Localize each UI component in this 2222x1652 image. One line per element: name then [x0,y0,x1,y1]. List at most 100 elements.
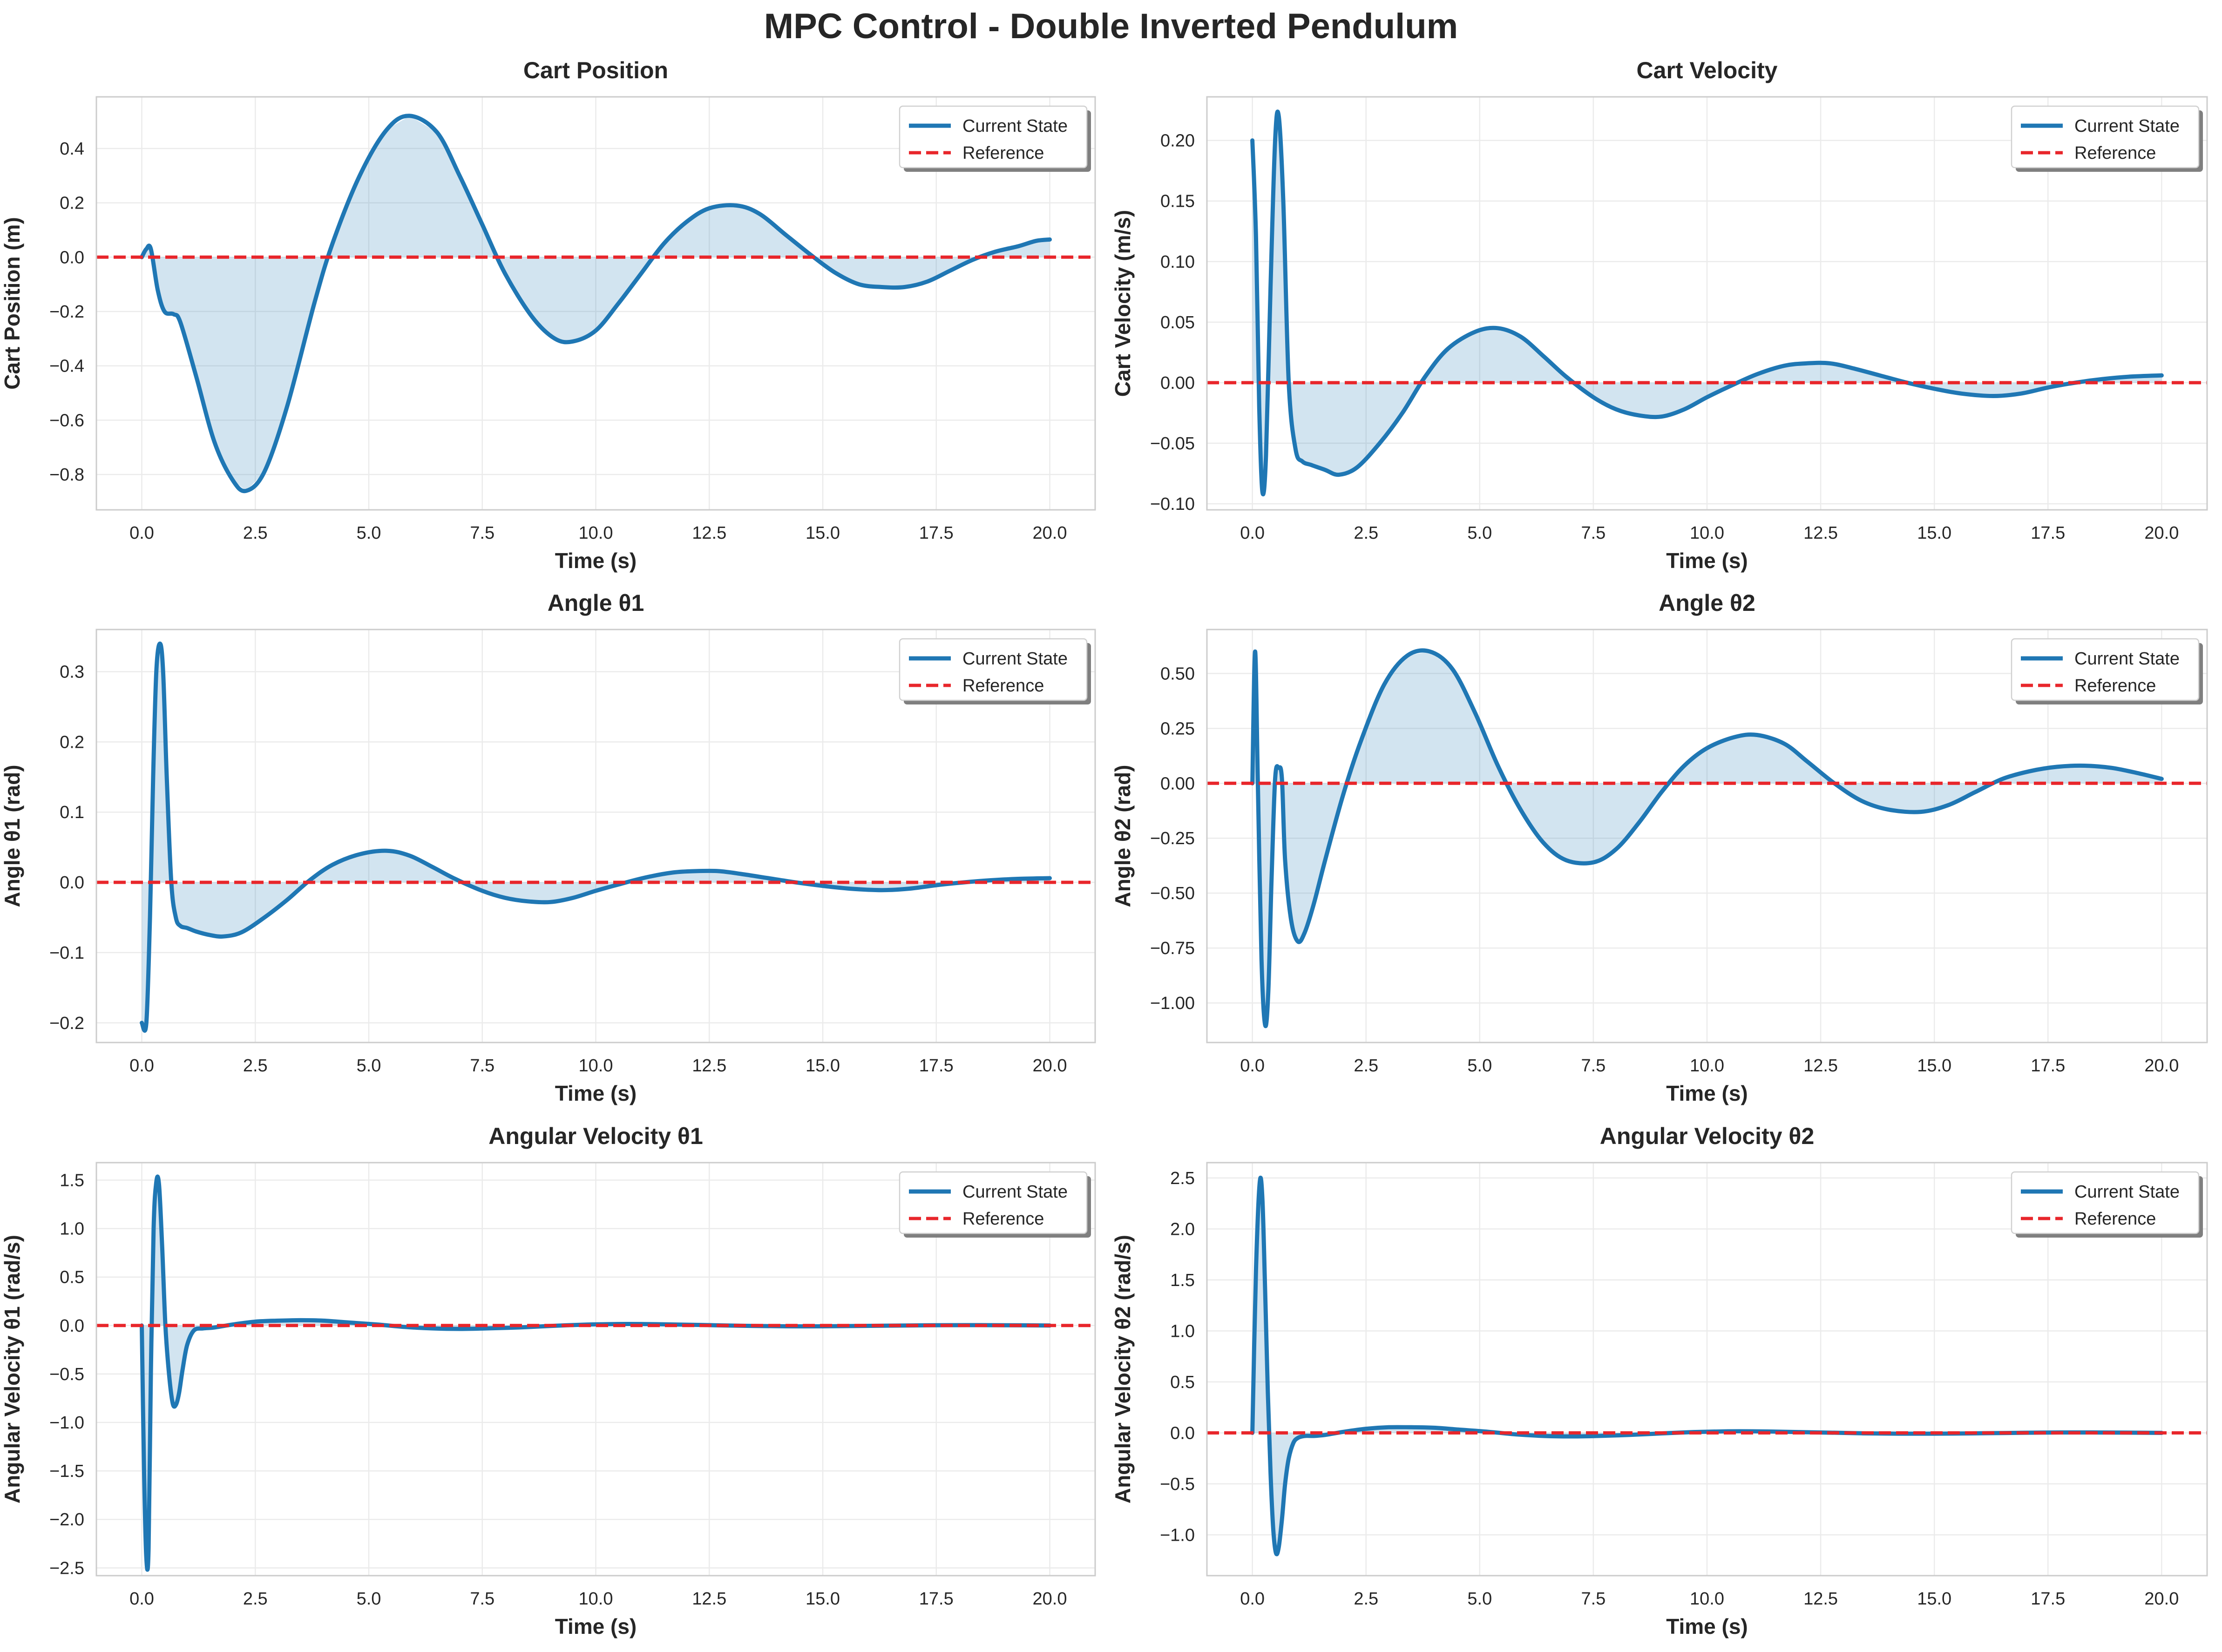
fill-area [1252,116,2162,492]
legend-label-reference: Reference [2074,1209,2156,1229]
plot-frame [95,629,1096,1043]
plot-frame [1206,629,2208,1043]
y-tick-label: 0.0 [60,248,84,267]
x-tick-label: 12.5 [1803,523,1838,543]
y-tick-label: 0.0 [1170,1423,1195,1443]
x-tick-label: 7.5 [470,523,495,543]
chart-panel-3: 0.0 2.5 5.0 7.5 10.0 12.5 15.0 17.5 20.0 −0.2 −0.1… [0,590,1096,1105]
y-tick-label: −1.0 [1160,1525,1195,1545]
x-tick-label: 5.0 [1467,523,1492,543]
legend-label-current-state: Current State [962,116,1068,136]
legend-label-reference: Reference [2074,676,2156,696]
y-tick-label: 0.5 [1170,1373,1195,1392]
x-tick-label: 15.0 [806,1589,840,1609]
plot-frame [95,1162,1096,1577]
y-tick-label: 0.0 [60,1316,84,1336]
x-tick-label: 10.0 [1690,1589,1724,1609]
x-tick-label: 5.0 [357,1056,381,1076]
x-tick-label: 7.5 [470,1056,495,1076]
x-tick-label: 17.5 [2031,1589,2065,1609]
legend-label-current-state: Current State [2074,116,2180,136]
x-tick-label: 20.0 [2144,1056,2179,1076]
y-tick-label: 0.1 [60,803,84,822]
legend: Current State Reference [2011,1171,2203,1238]
legend: Current State Reference [2011,105,2203,172]
x-tick-label: 0.0 [1240,523,1265,543]
y-tick-label: −0.25 [1150,829,1195,848]
y-tick-label: −1.00 [1150,994,1195,1013]
y-tick-label: −0.8 [49,465,84,485]
x-tick-label: 0.0 [1240,1589,1265,1609]
y-axis-label: Angle θ1 (rad) [0,765,24,907]
x-tick-label: 10.0 [579,1589,613,1609]
chart-title: Angular Velocity θ2 [1600,1123,1815,1149]
x-tick-label: 12.5 [1803,1589,1838,1609]
y-axis-label: Angular Velocity θ2 (rad/s) [1111,1235,1135,1503]
y-tick-label: −0.2 [49,1014,84,1033]
y-tick-label: −0.2 [49,302,84,322]
legend: Current State Reference [899,105,1091,172]
y-tick-label: −2.0 [49,1510,84,1530]
x-tick-label: 17.5 [919,523,954,543]
y-tick-label: −2.5 [49,1558,84,1578]
x-axis-label: Time (s) [1666,1081,1748,1105]
x-tick-label: 5.0 [1467,1056,1492,1076]
y-tick-label: −0.5 [1160,1475,1195,1494]
x-tick-label: 2.5 [1354,1589,1378,1609]
y-tick-label: 0.4 [60,139,84,159]
y-axis-label: Angle θ2 (rad) [1111,765,1135,907]
chart-panel-2: 0.0 2.5 5.0 7.5 10.0 12.5 15.0 17.5 20.0 −0.10 −0.… [1111,57,2208,573]
plot-frame [1206,96,2208,511]
x-tick-label: 0.0 [129,523,154,543]
y-tick-label: 0.20 [1160,131,1195,151]
x-axis-label: Time (s) [1666,548,1748,573]
x-tick-label: 17.5 [919,1589,954,1609]
series-line-current-state [1250,648,2164,1029]
figure-title: MPC Control - Double Inverted Pendulum [764,7,1458,46]
y-axis-label: Cart Velocity (m/s) [1111,210,1135,397]
y-axis-label: Cart Position (m) [0,217,24,390]
x-tick-label: 12.5 [692,1589,726,1609]
fill-area [1252,651,2162,1025]
y-tick-label: 0.00 [1160,774,1195,793]
y-tick-label: 0.10 [1160,252,1195,272]
x-tick-label: 10.0 [1690,1056,1724,1076]
x-axis-label: Time (s) [555,1614,637,1638]
chart-panel-4: 0.0 2.5 5.0 7.5 10.0 12.5 15.0 17.5 20.0 −1.00 −0.… [1111,590,2208,1105]
x-tick-label: 0.0 [129,1056,154,1076]
y-tick-label: 1.0 [1170,1321,1195,1341]
legend-label-reference: Reference [962,676,1044,696]
series-line-current-state [140,641,1052,1033]
chart-title: Angular Velocity θ1 [488,1123,703,1149]
chart-title: Cart Velocity [1637,57,1778,83]
x-tick-label: 0.0 [1240,1056,1265,1076]
x-tick-label: 5.0 [1467,1589,1492,1609]
y-tick-label: 0.2 [60,194,84,213]
y-tick-label: 1.5 [60,1171,84,1190]
y-tick-label: 1.5 [1170,1271,1195,1290]
y-tick-label: −1.0 [49,1413,84,1433]
x-tick-label: 15.0 [1917,523,1951,543]
chart-title: Angle θ2 [1659,590,1755,616]
y-tick-label: 0.50 [1160,664,1195,684]
x-tick-label: 7.5 [1581,1589,1606,1609]
legend-label-current-state: Current State [2074,1182,2180,1202]
y-tick-label: 0.3 [60,663,84,682]
legend-label-reference: Reference [2074,143,2156,163]
x-axis-label: Time (s) [555,548,637,573]
chart-panel-5: 0.0 2.5 5.0 7.5 10.0 12.5 15.0 17.5 20.0 −2.5 −2.0… [0,1123,1096,1638]
x-tick-label: 10.0 [579,523,613,543]
x-tick-label: 2.5 [243,1056,268,1076]
x-tick-label: 15.0 [1917,1589,1951,1609]
y-tick-label: −1.5 [49,1462,84,1481]
chart-panel-6: 0.0 2.5 5.0 7.5 10.0 12.5 15.0 17.5 20.0 −1.0 −0.5… [1111,1123,2208,1638]
y-tick-label: 0.25 [1160,719,1195,738]
x-tick-label: 7.5 [470,1589,495,1609]
x-tick-label: 17.5 [2031,523,2065,543]
x-tick-label: 2.5 [243,1589,268,1609]
legend: Current State Reference [899,1171,1091,1238]
y-tick-label: 1.0 [60,1219,84,1239]
x-tick-label: 15.0 [1917,1056,1951,1076]
y-tick-label: 0.05 [1160,313,1195,332]
